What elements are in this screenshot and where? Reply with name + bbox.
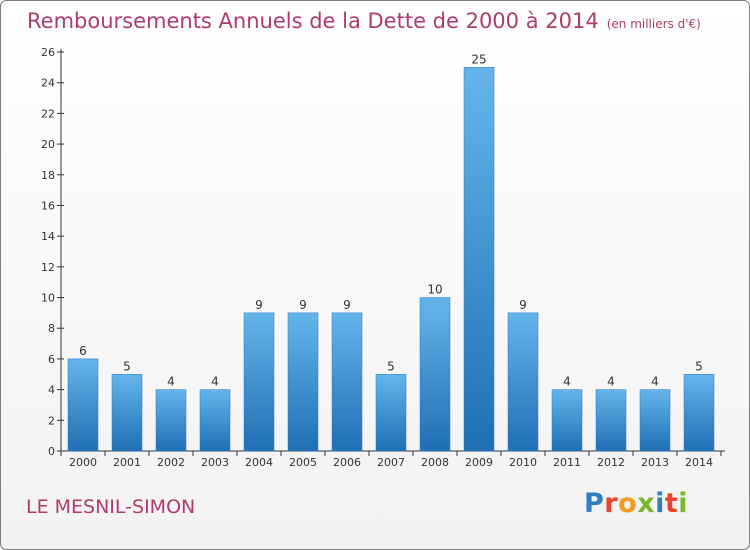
bar-value-label: 4 <box>651 375 659 389</box>
x-tick-label: 2001 <box>113 456 141 469</box>
y-tick-label: 24 <box>41 77 55 90</box>
bar-value-label: 4 <box>607 375 615 389</box>
bar <box>331 312 363 452</box>
x-tick-label: 2002 <box>157 456 185 469</box>
x-tick-label: 2003 <box>201 456 229 469</box>
x-tick-label: 2010 <box>509 456 537 469</box>
y-tick-label: 16 <box>41 199 55 212</box>
bar <box>551 389 583 452</box>
bar-value-label: 4 <box>563 375 571 389</box>
bar-value-label: 5 <box>695 359 703 373</box>
y-tick-label: 14 <box>41 230 55 243</box>
bar-value-label: 5 <box>123 359 131 373</box>
x-tick-label: 2012 <box>597 456 625 469</box>
x-tick-label: 2011 <box>553 456 581 469</box>
x-tick-label: 2007 <box>377 456 405 469</box>
bar <box>463 67 495 452</box>
bar <box>155 389 187 452</box>
bar <box>199 389 231 452</box>
logo-letter: r <box>604 488 619 519</box>
bar-value-label: 4 <box>167 375 175 389</box>
x-tick-label: 2013 <box>641 456 669 469</box>
y-tick-label: 10 <box>41 292 55 305</box>
y-tick-label: 22 <box>41 107 55 120</box>
bar-value-label: 25 <box>471 52 486 66</box>
bar-value-label: 9 <box>255 298 263 312</box>
logo-letter: x <box>637 488 656 519</box>
x-tick-label: 2008 <box>421 456 449 469</box>
bar <box>67 358 99 452</box>
y-tick-label: 26 <box>41 46 55 59</box>
bar-value-label: 9 <box>519 298 527 312</box>
x-tick-label: 2014 <box>685 456 713 469</box>
logo-letter: o <box>618 488 638 519</box>
bar-value-label: 5 <box>387 359 395 373</box>
title-row: Remboursements Annuels de la Dette de 20… <box>27 9 701 33</box>
x-tick-label: 2000 <box>69 456 97 469</box>
bar <box>639 389 671 452</box>
y-tick-label: 6 <box>48 353 55 366</box>
logo-letter: i <box>678 488 689 519</box>
chart-unit: (en milliers d'€) <box>606 17 701 31</box>
y-tick-label: 12 <box>41 261 55 274</box>
bar <box>111 374 143 452</box>
x-tick-label: 2009 <box>465 456 493 469</box>
x-tick-label: 2006 <box>333 456 361 469</box>
bar <box>287 312 319 452</box>
y-tick-label: 18 <box>41 169 55 182</box>
plot-area: 0246810121416182022242662000520014200242… <box>41 46 725 469</box>
logo-letter: P <box>584 488 605 519</box>
y-tick-label: 20 <box>41 138 55 151</box>
bar <box>507 312 539 452</box>
bar <box>683 374 715 452</box>
bar-value-label: 9 <box>299 298 307 312</box>
bar <box>243 312 275 452</box>
bar <box>419 297 451 452</box>
y-tick-label: 0 <box>48 445 55 458</box>
commune-name: LE MESNIL-SIMON <box>26 496 196 518</box>
bar-value-label: 10 <box>427 283 442 297</box>
x-tick-label: 2005 <box>289 456 317 469</box>
chart-title: Remboursements Annuels de la Dette de 20… <box>27 9 599 33</box>
y-tick-label: 8 <box>48 322 55 335</box>
bar-value-label: 6 <box>79 344 87 358</box>
bar <box>375 374 407 452</box>
bar-value-label: 4 <box>211 375 219 389</box>
y-tick-label: 2 <box>48 414 55 427</box>
bar <box>595 389 627 452</box>
logo-letter: t <box>664 488 679 519</box>
logo-letter: i <box>655 488 665 519</box>
y-tick-label: 4 <box>48 384 55 397</box>
x-tick-label: 2004 <box>245 456 273 469</box>
proxiti-logo: Proxiti <box>584 488 688 519</box>
bar-value-label: 9 <box>343 298 351 312</box>
